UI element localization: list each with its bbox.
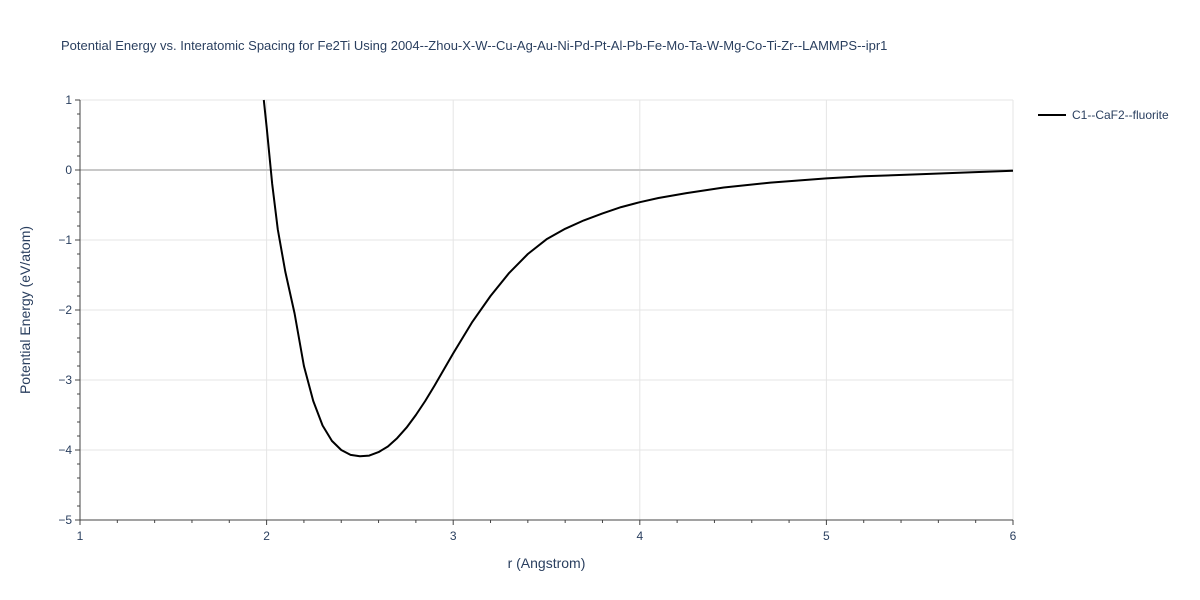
y-tick-label: 1 [65,93,72,107]
x-tick-label: 3 [450,529,457,543]
x-tick-label: 1 [77,529,84,543]
axis-layer: 1 2 3 4 5 6 1 0 −1 −2 −3 −4 −5 [58,93,1016,543]
legend[interactable]: C1--CaF2--fluorite [1038,108,1169,122]
grid-layer [80,99,1014,520]
series-line[interactable] [262,99,1014,458]
series-layer [262,99,1014,458]
x-tick-label: 6 [1010,529,1017,543]
x-tick-label: 2 [263,529,270,543]
x-tick-label: 4 [636,529,643,543]
x-tick-label: 5 [823,529,830,543]
y-tick-label: −4 [58,443,72,457]
y-tick-label: −5 [58,513,72,527]
chart-title: Potential Energy vs. Interatomic Spacing… [61,38,887,53]
y-axis-title: Potential Energy (eV/atom) [17,226,33,394]
legend-label: C1--CaF2--fluorite [1072,108,1169,122]
y-tick-label: 0 [65,163,72,177]
y-tick-label: −2 [58,303,72,317]
x-axis-title: r (Angstrom) [508,555,586,571]
y-tick-label: −1 [58,233,72,247]
y-tick-label: −3 [58,373,72,387]
